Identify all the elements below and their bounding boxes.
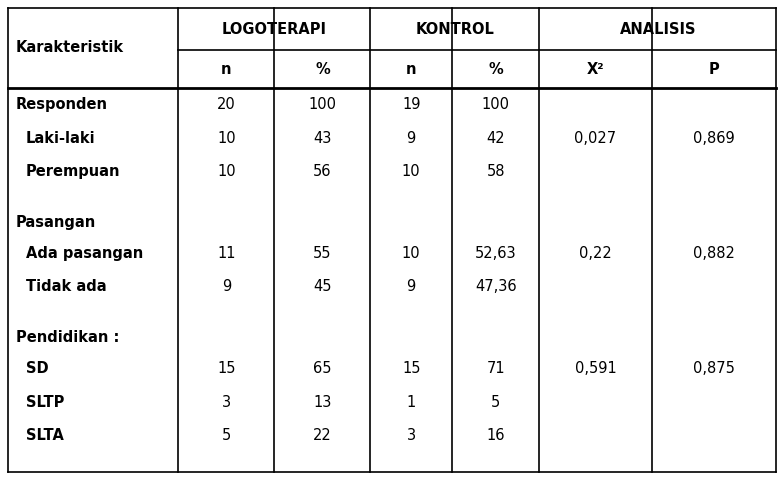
Text: 56: 56 <box>314 164 332 179</box>
Text: 19: 19 <box>402 97 420 112</box>
Text: 42: 42 <box>486 131 505 146</box>
Text: 100: 100 <box>481 97 510 112</box>
Text: 100: 100 <box>308 97 336 112</box>
Text: Karakteristik: Karakteristik <box>16 40 124 56</box>
Text: 58: 58 <box>486 164 505 179</box>
Text: 0,869: 0,869 <box>693 131 735 146</box>
Text: 22: 22 <box>313 428 332 443</box>
Text: 1: 1 <box>407 395 416 410</box>
Text: 13: 13 <box>314 395 332 410</box>
Text: 45: 45 <box>314 279 332 294</box>
Text: n: n <box>406 61 416 76</box>
Text: 43: 43 <box>314 131 332 146</box>
Text: 10: 10 <box>217 131 236 146</box>
Text: 0,882: 0,882 <box>693 246 735 261</box>
Text: 55: 55 <box>314 246 332 261</box>
Text: 65: 65 <box>314 361 332 376</box>
Text: ANALISIS: ANALISIS <box>619 22 696 36</box>
Text: 10: 10 <box>217 164 236 179</box>
Text: %: % <box>315 61 330 76</box>
Text: 0,875: 0,875 <box>693 361 735 376</box>
Text: 47,36: 47,36 <box>475 279 517 294</box>
Text: Laki-laki: Laki-laki <box>26 131 96 146</box>
Text: 0,591: 0,591 <box>575 361 616 376</box>
Text: Perempuan: Perempuan <box>26 164 121 179</box>
Text: Ada pasangan: Ada pasangan <box>26 246 143 261</box>
Text: 10: 10 <box>402 246 420 261</box>
Text: 0,22: 0,22 <box>579 246 612 261</box>
Text: Responden: Responden <box>16 97 108 112</box>
Text: 9: 9 <box>407 131 416 146</box>
Text: 0,027: 0,027 <box>575 131 616 146</box>
Text: 16: 16 <box>486 428 505 443</box>
Text: 9: 9 <box>407 279 416 294</box>
Text: 5: 5 <box>222 428 231 443</box>
Text: 5: 5 <box>491 395 500 410</box>
Text: 15: 15 <box>402 361 420 376</box>
Text: 11: 11 <box>217 246 236 261</box>
Text: Pendidikan :: Pendidikan : <box>16 330 119 345</box>
Text: 10: 10 <box>402 164 420 179</box>
Text: 9: 9 <box>222 279 231 294</box>
Text: 15: 15 <box>217 361 236 376</box>
Text: SLTA: SLTA <box>26 428 64 443</box>
Text: %: % <box>488 61 503 76</box>
Text: 71: 71 <box>486 361 505 376</box>
Text: n: n <box>221 61 232 76</box>
Text: Pasangan: Pasangan <box>16 215 96 230</box>
Text: 20: 20 <box>217 97 236 112</box>
Text: 52,63: 52,63 <box>475 246 517 261</box>
Text: 3: 3 <box>407 428 416 443</box>
Text: Tidak ada: Tidak ada <box>26 279 107 294</box>
Text: X²: X² <box>586 61 604 76</box>
Text: SLTP: SLTP <box>26 395 64 410</box>
Text: KONTROL: KONTROL <box>416 22 495 36</box>
Text: P: P <box>709 61 719 76</box>
Text: SD: SD <box>26 361 49 376</box>
Text: 3: 3 <box>222 395 231 410</box>
Text: LOGOTERAPI: LOGOTERAPI <box>222 22 327 36</box>
